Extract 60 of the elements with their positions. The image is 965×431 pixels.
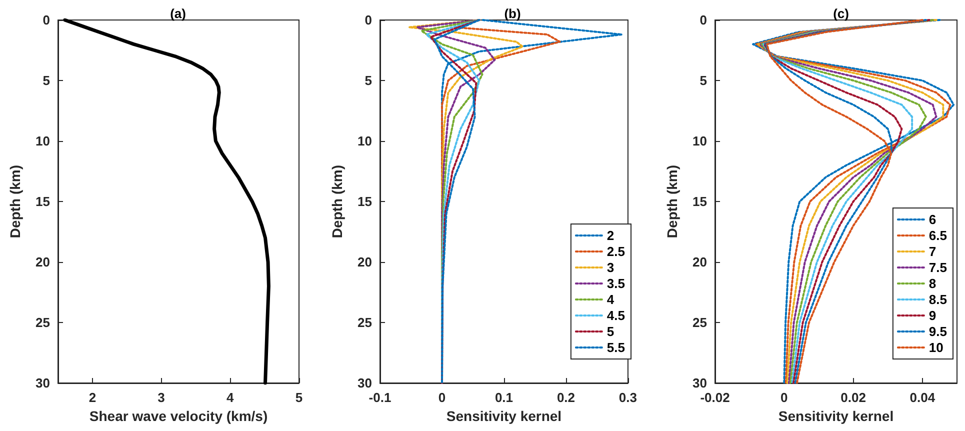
y-tick-label: 30 — [36, 376, 50, 390]
x-tick-label: 3 — [158, 390, 165, 405]
y-tick-label: 10 — [36, 134, 50, 148]
legend-label: 6.5 — [928, 228, 948, 243]
y-tick-label: 0 — [700, 12, 707, 28]
x-tick-label: 0.04 — [910, 390, 936, 405]
legend-label: 2.5 — [606, 244, 626, 259]
legend-label: 4 — [606, 292, 615, 307]
x-tick-label: 0.1 — [494, 390, 514, 405]
y-axis-title: Depth (km) — [664, 164, 680, 238]
x-tick-label: 0.02 — [840, 390, 866, 405]
y-tick-label: 25 — [358, 315, 372, 330]
legend-label: 6 — [928, 212, 936, 227]
y-tick-label: 10 — [692, 134, 707, 148]
legend-label: 4.5 — [606, 308, 626, 323]
x-axis-title: Shear wave velocity (km/s) — [89, 408, 268, 424]
legend-label: 7 — [928, 244, 936, 259]
legend-label: 8 — [928, 276, 936, 291]
y-axis-title: Depth (km) — [329, 164, 345, 238]
x-axis-title: Sensitivity kernel — [446, 408, 562, 424]
y-tick-label: 0 — [42, 12, 50, 28]
y-tick-label: 5 — [364, 73, 372, 88]
y-tick-label: 15 — [692, 194, 707, 209]
legend-label: 3.5 — [606, 276, 626, 291]
y-tick-label: 5 — [700, 73, 707, 88]
x-tick-label: 0 — [780, 390, 788, 405]
y-tick-label: 20 — [692, 254, 707, 270]
chart-title: (a) — [170, 6, 186, 21]
x-tick-label: 2 — [88, 390, 96, 405]
legend-label: 5.5 — [606, 340, 626, 355]
x-tick-label: -0.02 — [700, 390, 730, 405]
x-axis-title: Sensitivity kernel — [778, 408, 894, 424]
legend-label: 10 — [928, 340, 944, 355]
y-tick-label: 20 — [36, 254, 50, 270]
y-tick-label: 30 — [692, 376, 707, 390]
x-tick-label: 5 — [295, 390, 303, 405]
legend-label: 2 — [606, 228, 614, 243]
x-tick-label: 0 — [438, 390, 446, 405]
legend-label: 5 — [606, 324, 614, 339]
y-tick-label: 25 — [36, 315, 50, 330]
x-tick-label: 0.2 — [556, 390, 576, 405]
y-tick-label: 25 — [692, 315, 707, 330]
legend-label: 8.5 — [928, 292, 948, 307]
y-tick-label: 20 — [358, 254, 372, 270]
y-tick-label: 30 — [358, 376, 372, 390]
x-tick-label: -0.1 — [368, 390, 392, 405]
chart-title: (b) — [504, 6, 521, 21]
legend-label: 7.5 — [928, 260, 948, 275]
legend-label: 3 — [606, 260, 614, 275]
y-tick-label: 0 — [364, 12, 372, 28]
legend-label: 9.5 — [928, 324, 948, 339]
y-tick-label: 10 — [358, 134, 372, 148]
x-tick-label: 4 — [226, 390, 235, 405]
x-tick-label: 0.3 — [618, 390, 638, 405]
y-tick-label: 15 — [36, 194, 50, 209]
y-tick-label: 15 — [358, 194, 372, 209]
chart-title: (c) — [833, 6, 849, 21]
y-axis-title: Depth (km) — [7, 164, 23, 238]
legend-label: 9 — [928, 308, 936, 323]
y-tick-label: 5 — [42, 73, 50, 88]
